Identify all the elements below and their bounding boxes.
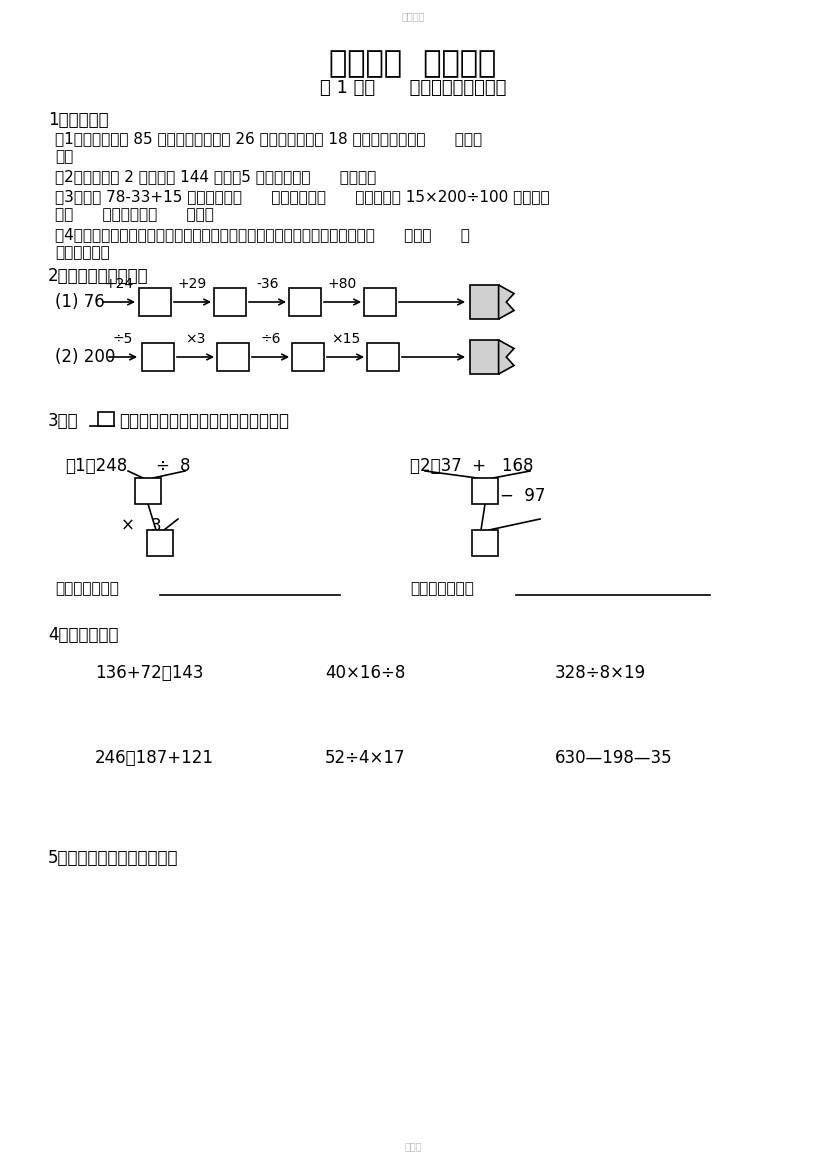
Text: ÷6: ÷6 (260, 332, 281, 346)
Bar (472, 478, 498, 504)
Text: ×3: ×3 (185, 332, 206, 346)
Bar (139, 288, 171, 316)
Text: −  97: − 97 (500, 487, 545, 505)
Polygon shape (499, 285, 514, 319)
Text: 8: 8 (180, 457, 190, 475)
Text: 52÷4×17: 52÷4×17 (325, 749, 406, 767)
Bar (292, 343, 324, 371)
Text: （3）计算 78-33+15 时，要先算（      ）法，再算（      ）法。计算 15×200÷100 时，要先: （3）计算 78-33+15 时，要先算（ ）法，再算（ ）法。计算 15×20… (55, 189, 549, 205)
Bar (470, 340, 499, 374)
Text: 里填上适当的数，然后列出综合算式。: 里填上适当的数，然后列出综合算式。 (119, 411, 289, 430)
Text: 料。: 料。 (55, 148, 74, 164)
Text: 列出综合算式：: 列出综合算式： (410, 581, 474, 596)
Text: 5、列综合算式，解决问题。: 5、列综合算式，解决问题。 (48, 849, 178, 867)
Bar (470, 285, 499, 319)
Text: (1) 76: (1) 76 (55, 293, 105, 311)
Text: （2）一辆轿车 2 小时行驶 144 千米，5 小时能行驶（      ）千米。: （2）一辆轿车 2 小时行驶 144 千米，5 小时能行驶（ ）千米。 (55, 170, 377, 184)
Text: ÷5: ÷5 (113, 332, 133, 346)
Bar (289, 288, 321, 316)
Text: 的顺序计算。: 的顺序计算。 (55, 245, 110, 260)
Bar (142, 343, 174, 371)
Text: +29: +29 (178, 277, 207, 291)
Text: 1、填一填。: 1、填一填。 (48, 111, 109, 129)
Text: 列出综合算式：: 列出综合算式： (55, 581, 119, 596)
Text: 4、脱式计算。: 4、脱式计算。 (48, 627, 118, 644)
Text: 精品教育: 精品教育 (401, 11, 425, 21)
Text: 136+72－143: 136+72－143 (95, 664, 203, 682)
Bar (217, 343, 249, 371)
Text: ×15: ×15 (331, 332, 360, 346)
Text: 第一单元  四则运算: 第一单元 四则运算 (330, 49, 496, 78)
Bar (472, 530, 498, 556)
Text: 3: 3 (150, 517, 161, 535)
Text: 第 1 课时      加减、乘除混合运算: 第 1 课时 加减、乘除混合运算 (320, 79, 506, 97)
Text: (2) 200: (2) 200 (55, 348, 116, 366)
Text: 328÷8×19: 328÷8×19 (555, 664, 646, 682)
Text: （4）在没有括号的算式里，如果只有加、减法或者只有乘、除法，都要按从（      ）往（      ）: （4）在没有括号的算式里，如果只有加、减法或者只有乘、除法，都要按从（ ）往（ … (55, 227, 470, 242)
Polygon shape (499, 340, 514, 374)
Bar (364, 288, 396, 316)
Text: （1）248: （1）248 (65, 457, 127, 475)
Text: +24: +24 (104, 277, 134, 291)
Text: （2）37  +   168: （2）37 + 168 (410, 457, 534, 475)
Text: 40×16÷8: 40×16÷8 (325, 664, 406, 682)
Text: ×: × (121, 517, 135, 535)
Text: 互联网: 互联网 (404, 1141, 422, 1151)
Text: +80: +80 (328, 277, 357, 291)
Bar (367, 343, 399, 371)
Bar (214, 288, 246, 316)
Text: 630—198—35: 630—198—35 (555, 749, 672, 767)
Bar (147, 530, 173, 556)
Text: -36: -36 (256, 277, 278, 291)
Text: 算（      ）法，再算（      ）法。: 算（ ）法，再算（ ）法。 (55, 207, 214, 222)
Text: 2、比一比，谁最快。: 2、比一比，谁最快。 (48, 267, 149, 285)
Bar (98, 411, 114, 426)
Bar (135, 478, 161, 504)
Text: ÷: ÷ (155, 457, 169, 475)
Text: （1）食品超市有 85 筱饮料，上午卖出 26 筱，下午又运来 18 筱，超市现在有（      ）筱饮: （1）食品超市有 85 筱饮料，上午卖出 26 筱，下午又运来 18 筱，超市现… (55, 131, 482, 146)
Text: 246－187+121: 246－187+121 (95, 749, 214, 767)
Text: 3、在: 3、在 (48, 411, 78, 430)
